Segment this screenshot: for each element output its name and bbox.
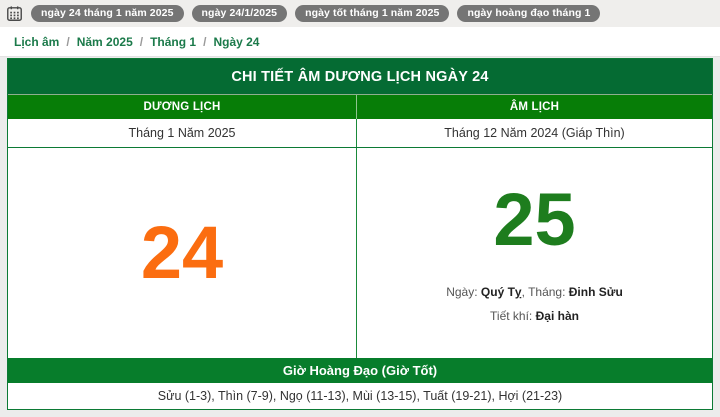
solar-day-number: 24 [140,211,224,294]
tietkhi-line: Tiết khí: Đại hàn [490,309,579,323]
breadcrumb-month[interactable]: Tháng 1 [150,34,197,49]
breadcrumb-separator: / [203,34,207,49]
breadcrumb-separator: / [139,34,144,49]
tag-hoang-dao[interactable]: ngày hoàng đạo tháng 1 [457,5,601,22]
breadcrumb-day: Ngày 24 [213,34,260,49]
lunar-month-year: Tháng 12 Năm 2024 (Giáp Thìn) [444,126,625,140]
lunar-day-cell: 25 Ngày: Quý Tỵ, Tháng: Đinh Sửu Tiết kh… [357,148,712,358]
solar-column-header: DƯƠNG LỊCH [8,95,357,119]
lunar-column-header: ÂM LỊCH [509,101,560,113]
tag-day-short[interactable]: ngày 24/1/2025 [191,5,288,22]
table-title: CHI TIẾT ÂM DƯƠNG LỊCH NGÀY 24 [8,59,712,95]
breadcrumb-separator: / [66,34,70,49]
tag-bar: ngày 24 tháng 1 năm 2025 ngày 24/1/2025 … [0,0,720,27]
hoangdao-title-bar: Giờ Hoàng Đạo (Giờ Tốt) [8,358,712,383]
breadcrumb: Lịch âm / Năm 2025 / Tháng 1 / Ngày 24 [0,27,720,57]
canchi-line: Ngày: Quý Tỵ, Tháng: Đinh Sửu [446,285,623,299]
tag-good-days[interactable]: ngày tốt tháng 1 năm 2025 [295,5,450,22]
day-detail-row: 24 25 Ngày: Quý Tỵ, Tháng: Đinh Sửu Tiết… [8,148,712,358]
lunar-details: Ngày: Quý Tỵ, Tháng: Đinh Sửu Tiết khí: … [446,275,623,323]
breadcrumb-lich-am[interactable]: Lịch âm [14,34,60,49]
solar-day-cell: 24 [8,148,357,358]
day-canchi: Quý Tỵ [480,285,522,299]
tietkhi-value: Đại hàn [535,309,579,323]
tag-day-full[interactable]: ngày 24 tháng 1 năm 2025 [31,5,184,22]
month-canchi: Đinh Sửu [568,285,623,299]
lunar-detail-table: CHI TIẾT ÂM DƯƠNG LỊCH NGÀY 24 DƯƠNG LỊC… [7,58,713,410]
lunar-day-number: 25 [493,178,576,261]
calendar-icon [7,6,22,21]
month-row: Tháng 1 Năm 2025 Tháng 12 Năm 2024 (Giáp… [8,119,712,148]
breadcrumb-year[interactable]: Năm 2025 [76,34,133,49]
solar-month-year: Tháng 1 Năm 2025 [8,119,357,147]
hoangdao-hours: Sửu (1-3), Thìn (7-9), Ngọ (11-13), Mùi … [8,383,712,409]
column-header-row: DƯƠNG LỊCH ÂM LỊCH [8,95,712,119]
